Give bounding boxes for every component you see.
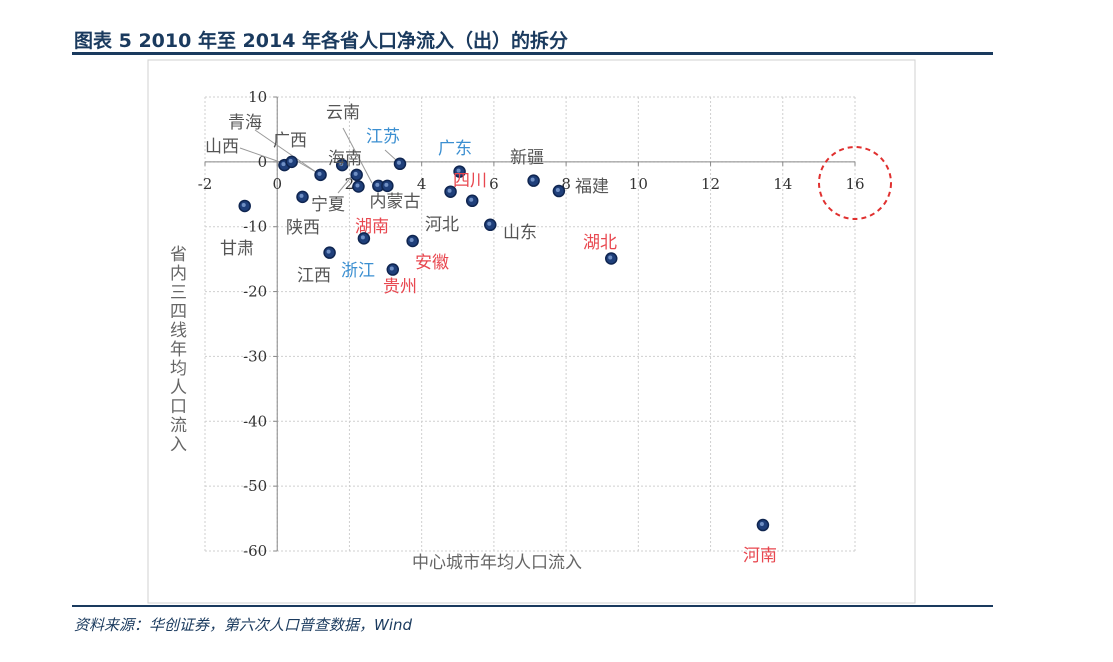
data-point-highlight bbox=[447, 188, 452, 193]
point-label: 宁夏 bbox=[311, 195, 345, 215]
y-tick-label: 10 bbox=[248, 88, 267, 106]
x-tick-label: 14 bbox=[773, 175, 792, 193]
x-tick-label: 8 bbox=[561, 175, 571, 193]
leader-line bbox=[239, 147, 281, 163]
point-label: 陕西 bbox=[286, 218, 320, 238]
data-point-highlight bbox=[469, 197, 474, 202]
data-point-highlight bbox=[530, 177, 535, 182]
data-point-highlight bbox=[389, 266, 394, 271]
point-label: 江西 bbox=[297, 266, 331, 286]
x-tick-label: 16 bbox=[845, 175, 864, 193]
x-tick-label: -2 bbox=[198, 175, 213, 193]
point-label: 山东 bbox=[503, 223, 537, 243]
x-tick-label: 0 bbox=[272, 175, 282, 193]
footer-rule bbox=[72, 605, 993, 607]
data-point-highlight bbox=[355, 183, 360, 188]
highlight-circle bbox=[818, 146, 892, 220]
source-note: 资料来源：华创证券，第六次人口普查数据，Wind bbox=[74, 616, 413, 634]
y-tick-label: -20 bbox=[243, 283, 267, 301]
data-point-highlight bbox=[317, 171, 322, 176]
data-point-highlight bbox=[397, 160, 401, 165]
data-point-highlight bbox=[339, 162, 344, 167]
data-point-highlight bbox=[299, 193, 304, 198]
data-point-highlight bbox=[326, 249, 331, 254]
data-point-highlight bbox=[759, 522, 764, 527]
point-label: 青海 bbox=[228, 113, 262, 133]
point-label: 广西 bbox=[273, 131, 307, 151]
point-label: 山西 bbox=[205, 137, 239, 157]
point-label: 广东 bbox=[438, 139, 472, 159]
data-point-highlight bbox=[241, 202, 246, 207]
y-tick-label: -50 bbox=[243, 477, 267, 495]
point-label: 湖北 bbox=[583, 233, 617, 253]
y-tick-label: -10 bbox=[243, 218, 267, 236]
x-tick-label: 10 bbox=[629, 175, 648, 193]
x-tick-label: 12 bbox=[701, 175, 720, 193]
data-point-highlight bbox=[555, 188, 560, 193]
point-label: 内蒙古 bbox=[370, 192, 421, 212]
y-tick-label: -30 bbox=[243, 347, 267, 365]
point-label: 江苏 bbox=[366, 127, 400, 147]
point-label: 湖南 bbox=[355, 217, 389, 237]
point-label: 甘肃 bbox=[220, 239, 254, 259]
y-tick-label: -60 bbox=[243, 542, 267, 560]
point-label: 贵州 bbox=[383, 277, 417, 297]
title-rule bbox=[72, 52, 993, 55]
data-point-highlight bbox=[375, 182, 380, 187]
data-point-highlight bbox=[456, 168, 461, 173]
x-tick-label: 2 bbox=[345, 175, 355, 193]
y-tick-label: 0 bbox=[258, 153, 268, 171]
y-tick-label: -40 bbox=[243, 412, 267, 430]
y-axis-label: 省内三四线年均人口流入 bbox=[166, 245, 187, 454]
data-point-highlight bbox=[281, 162, 286, 167]
point-label: 福建 bbox=[575, 177, 609, 197]
leader-line bbox=[337, 175, 353, 194]
point-label: 新疆 bbox=[510, 148, 544, 168]
data-point-highlight bbox=[409, 237, 414, 242]
data-point-highlight bbox=[487, 221, 492, 226]
point-label: 云南 bbox=[326, 103, 360, 123]
chart-frame bbox=[147, 59, 916, 604]
point-label: 河南 bbox=[743, 546, 777, 566]
point-label: 海南 bbox=[328, 149, 362, 169]
x-tick-label: 6 bbox=[489, 175, 499, 193]
data-point-highlight bbox=[360, 235, 365, 240]
leader-line bbox=[254, 129, 317, 173]
leader-line bbox=[342, 127, 373, 184]
point-label: 安徽 bbox=[415, 253, 449, 273]
x-tick-label: 4 bbox=[417, 175, 427, 193]
data-point-highlight bbox=[353, 171, 358, 176]
data-point-highlight bbox=[288, 158, 293, 163]
point-label: 河北 bbox=[425, 215, 459, 235]
x-axis-label: 中心城市年均人口流入 bbox=[412, 553, 582, 573]
point-label: 四川 bbox=[453, 171, 487, 191]
data-point-highlight bbox=[608, 255, 613, 260]
data-point-highlight bbox=[384, 182, 389, 187]
point-label: 浙江 bbox=[341, 261, 375, 281]
figure-title: 图表 5 2010 年至 2014 年各省人口净流入（出）的拆分 bbox=[74, 30, 569, 52]
leader-line bbox=[384, 149, 397, 161]
